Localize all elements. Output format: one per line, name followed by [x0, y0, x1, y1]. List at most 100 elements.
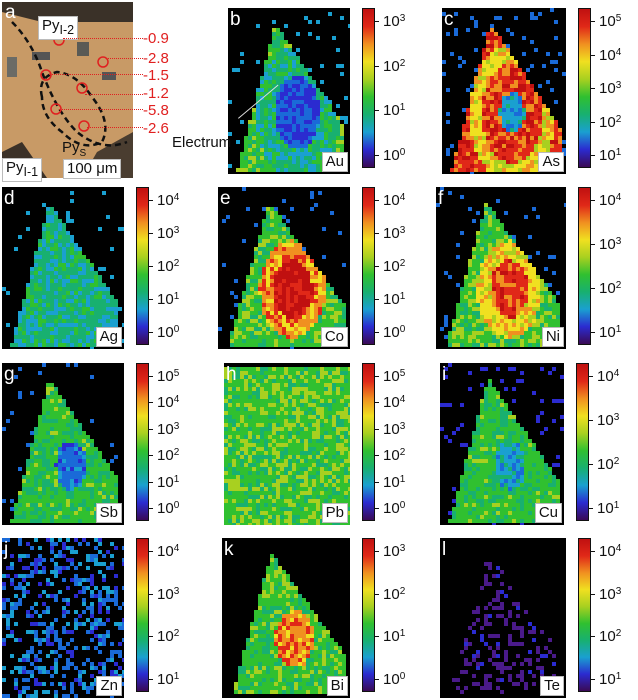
colorbar-tick-bi-3: 100	[374, 671, 405, 687]
element-map-ag	[2, 191, 124, 349]
colorbar-tick-te-1: 103	[590, 586, 621, 602]
scale-bar-label: 100 μm	[63, 159, 122, 179]
panel-letter-e: e	[220, 188, 231, 209]
colorbar-tick-pb-1: 104	[374, 394, 405, 410]
element-map-zn	[2, 538, 124, 698]
colorbar-tick-ag-3: 101	[148, 291, 179, 307]
element-label-cu: Cu	[534, 503, 562, 523]
colorbar-tick-as-1: 104	[590, 47, 621, 63]
colorbar-pb	[362, 363, 375, 521]
colorbar-bi	[362, 538, 375, 692]
colorbar-tick-sb-3: 102	[148, 447, 179, 463]
panel-a-letter: a	[5, 2, 16, 23]
colorbar-cu	[576, 363, 589, 521]
panel-letter-i: i	[442, 364, 447, 385]
map-panel-k: k Bi	[222, 538, 350, 698]
colorbar-tick-ag-1: 103	[148, 225, 179, 241]
colorbar-tick-au-2: 101	[374, 102, 405, 118]
panel-letter-c: c	[444, 9, 454, 30]
colorbar-tick-au-1: 102	[374, 58, 405, 74]
map-panel-c: c As	[442, 8, 566, 174]
spot-value-6: -2.6	[143, 120, 169, 137]
panel-letter-f: f	[438, 188, 444, 209]
colorbar-tick-as-2: 103	[590, 80, 621, 96]
colorbar-tick-pb-4: 101	[374, 474, 405, 490]
zone-label-py-i2: PyI-2	[38, 16, 79, 40]
colorbar-tick-cu-3: 101	[588, 500, 619, 516]
colorbar-tick-sb-2: 103	[148, 421, 179, 437]
spot-4	[76, 82, 88, 94]
element-label-zn: Zn	[96, 676, 122, 696]
colorbar-zn	[136, 538, 149, 692]
element-map-bi	[234, 554, 346, 694]
leader-5	[59, 109, 143, 110]
colorbar-tick-au-3: 100	[374, 147, 405, 163]
colorbar-tick-zn-1: 103	[148, 586, 179, 602]
panel-letter-j: j	[4, 539, 9, 560]
element-map-cu	[440, 363, 564, 525]
colorbar-tick-bi-1: 102	[374, 586, 405, 602]
element-label-pb: Pb	[321, 503, 348, 523]
colorbar-tick-te-0: 104	[590, 543, 621, 559]
leader-2	[106, 58, 143, 59]
colorbar-tick-cu-1: 103	[588, 412, 619, 428]
colorbar-tick-co-0: 104	[374, 192, 405, 208]
colorbar-tick-te-2: 102	[590, 628, 621, 644]
element-map-te	[452, 562, 560, 694]
colorbar-tick-co-3: 101	[374, 291, 405, 307]
colorbar-tick-co-1: 103	[374, 225, 405, 241]
colorbar-tick-pb-3: 102	[374, 447, 405, 463]
map-panel-d: d Ag	[2, 187, 124, 349]
spot-value-3: -1.5	[143, 67, 169, 84]
spot-2	[97, 56, 109, 68]
colorbar-tick-zn-3: 101	[148, 671, 179, 687]
panel-letter-g: g	[4, 364, 15, 385]
colorbar-tick-pb-5: 100	[374, 500, 405, 516]
map-panel-i: i Cu	[440, 363, 564, 525]
spot-value-4: -1.2	[143, 85, 169, 102]
leader-4	[85, 94, 143, 95]
panel-letter-l: l	[442, 539, 447, 560]
colorbar-tick-zn-2: 102	[148, 628, 179, 644]
panel-letter-h: h	[226, 364, 237, 385]
map-panel-b: b Au	[228, 8, 350, 174]
element-label-sb: Sb	[95, 503, 122, 523]
element-label-au: Au	[321, 152, 348, 172]
map-panel-f: f Ni	[436, 187, 566, 349]
map-panel-e: e Co	[218, 187, 350, 349]
colorbar-te	[578, 538, 591, 692]
colorbar-tick-ag-0: 104	[148, 192, 179, 208]
element-label-bi: Bi	[326, 676, 348, 696]
colorbar-tick-as-4: 101	[590, 147, 621, 163]
element-label-ag: Ag	[95, 327, 122, 347]
colorbar-tick-as-3: 102	[590, 114, 621, 130]
panel-letter-d: d	[4, 188, 15, 209]
electrum-annotation: Electrum	[172, 134, 232, 151]
element-map-au	[228, 12, 350, 172]
colorbar-au	[362, 8, 375, 168]
zone-label-py-s: PyS	[62, 139, 87, 159]
colorbar-tick-zn-0: 104	[148, 543, 179, 559]
element-map-as	[442, 8, 566, 174]
colorbar-tick-sb-5: 100	[148, 500, 179, 516]
colorbar-tick-co-2: 102	[374, 258, 405, 274]
colorbar-tick-ni-1: 103	[590, 236, 621, 252]
colorbar-tick-co-4: 100	[374, 324, 405, 340]
colorbar-tick-ag-2: 102	[148, 258, 179, 274]
colorbar-tick-pb-2: 103	[374, 421, 405, 437]
colorbar-tick-pb-0: 105	[374, 368, 405, 384]
spot-6	[78, 120, 90, 132]
panel-letter-b: b	[230, 9, 241, 30]
element-map-ni	[436, 187, 566, 347]
colorbar-tick-sb-4: 101	[148, 474, 179, 490]
leader-1	[63, 38, 143, 39]
colorbar-tick-cu-0: 104	[588, 368, 619, 384]
map-panel-j: j Zn	[2, 538, 124, 698]
map-panel-g: g Sb	[2, 363, 124, 525]
colorbar-tick-ni-0: 104	[590, 192, 621, 208]
colorbar-tick-bi-0: 103	[374, 543, 405, 559]
spot-3	[40, 69, 52, 81]
colorbar-tick-sb-0: 105	[148, 368, 179, 384]
spot-value-5: -5.8	[143, 102, 169, 119]
element-map-pb	[224, 367, 350, 525]
